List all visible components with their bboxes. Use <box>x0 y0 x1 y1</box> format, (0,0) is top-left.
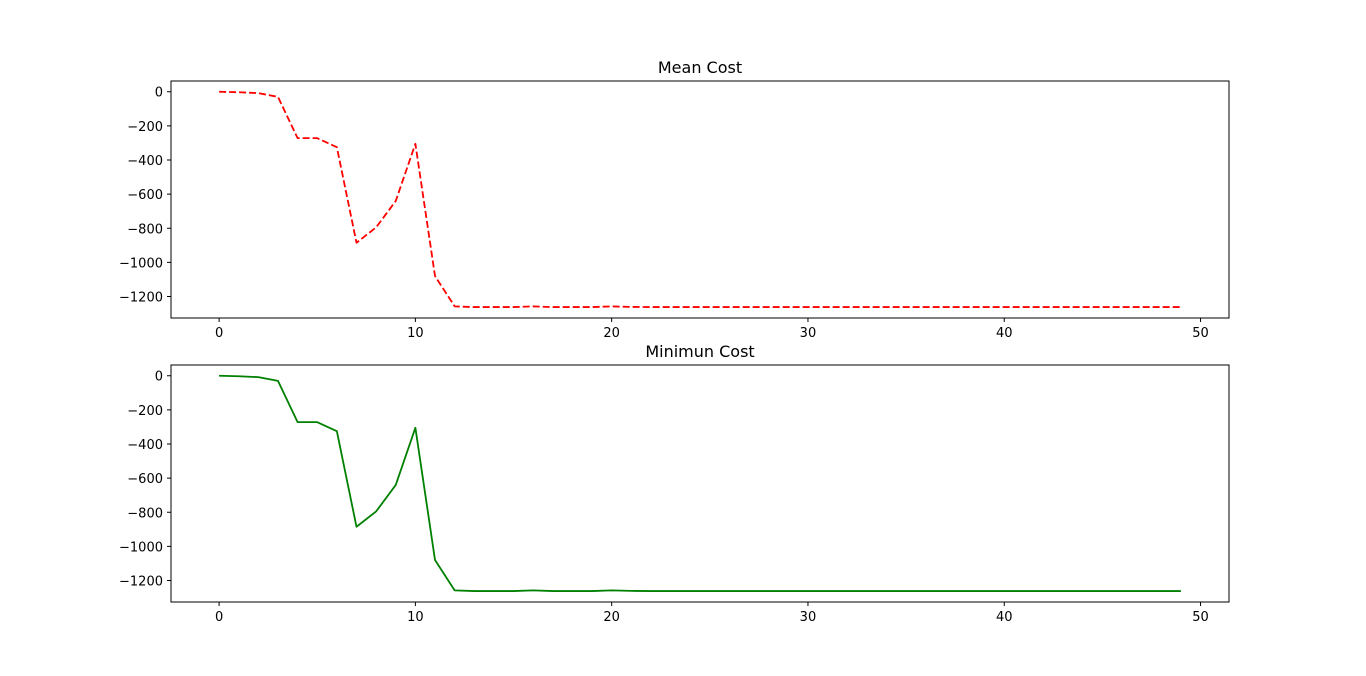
x-tick-label: 20 <box>603 326 620 341</box>
x-tick-label: 30 <box>800 326 817 341</box>
plot-frame <box>170 364 1230 603</box>
chart-title: Minimun Cost <box>645 342 754 361</box>
y-tick-label: −400 <box>127 154 163 169</box>
x-tick-label: 0 <box>215 610 223 625</box>
plot-marks: 0 10 20 30 40 50 0 −200 −400 −600 −800 −1000 −1200 <box>119 86 1209 341</box>
x-tick-label: 20 <box>603 610 620 625</box>
x-tick-label: 10 <box>407 610 424 625</box>
y-tick-label: 0 <box>155 86 163 101</box>
plot-marks: 0 10 20 30 40 50 0 −200 −400 −600 −800 −1000 −1200 <box>119 370 1209 625</box>
x-tick-label: 50 <box>1192 326 1209 341</box>
x-tick-label: 40 <box>996 610 1013 625</box>
y-tick-label: −200 <box>127 404 163 419</box>
y-tick-label: −1200 <box>119 291 163 306</box>
y-tick-label: −800 <box>127 222 163 237</box>
x-tick-label: 0 <box>215 326 223 341</box>
y-tick-label: −400 <box>127 438 163 453</box>
y-tick-label: −800 <box>127 506 163 521</box>
y-tick-label: −600 <box>127 472 163 487</box>
plot-frame <box>170 80 1230 319</box>
x-tick-label: 40 <box>996 326 1013 341</box>
y-tick-label: −1000 <box>119 540 163 555</box>
mean-cost-chart: Mean Cost 0 10 20 30 40 50 0 −200 −400 −600 −800 −1… <box>119 58 1230 341</box>
x-tick-label: 50 <box>1192 610 1209 625</box>
series-line <box>219 90 1181 308</box>
x-tick-label: 30 <box>800 610 817 625</box>
y-tick-label: −200 <box>127 120 163 135</box>
x-tick-label: 10 <box>407 326 424 341</box>
minimum-cost-chart: Minimun Cost 0 10 20 30 40 50 0 −200 −400 −600 −80… <box>119 342 1230 625</box>
series-line <box>219 374 1181 592</box>
y-tick-label: −1200 <box>119 575 163 590</box>
chart-title: Mean Cost <box>658 58 742 77</box>
y-tick-label: −600 <box>127 188 163 203</box>
y-tick-label: −1000 <box>119 256 163 271</box>
y-tick-label: 0 <box>155 370 163 385</box>
